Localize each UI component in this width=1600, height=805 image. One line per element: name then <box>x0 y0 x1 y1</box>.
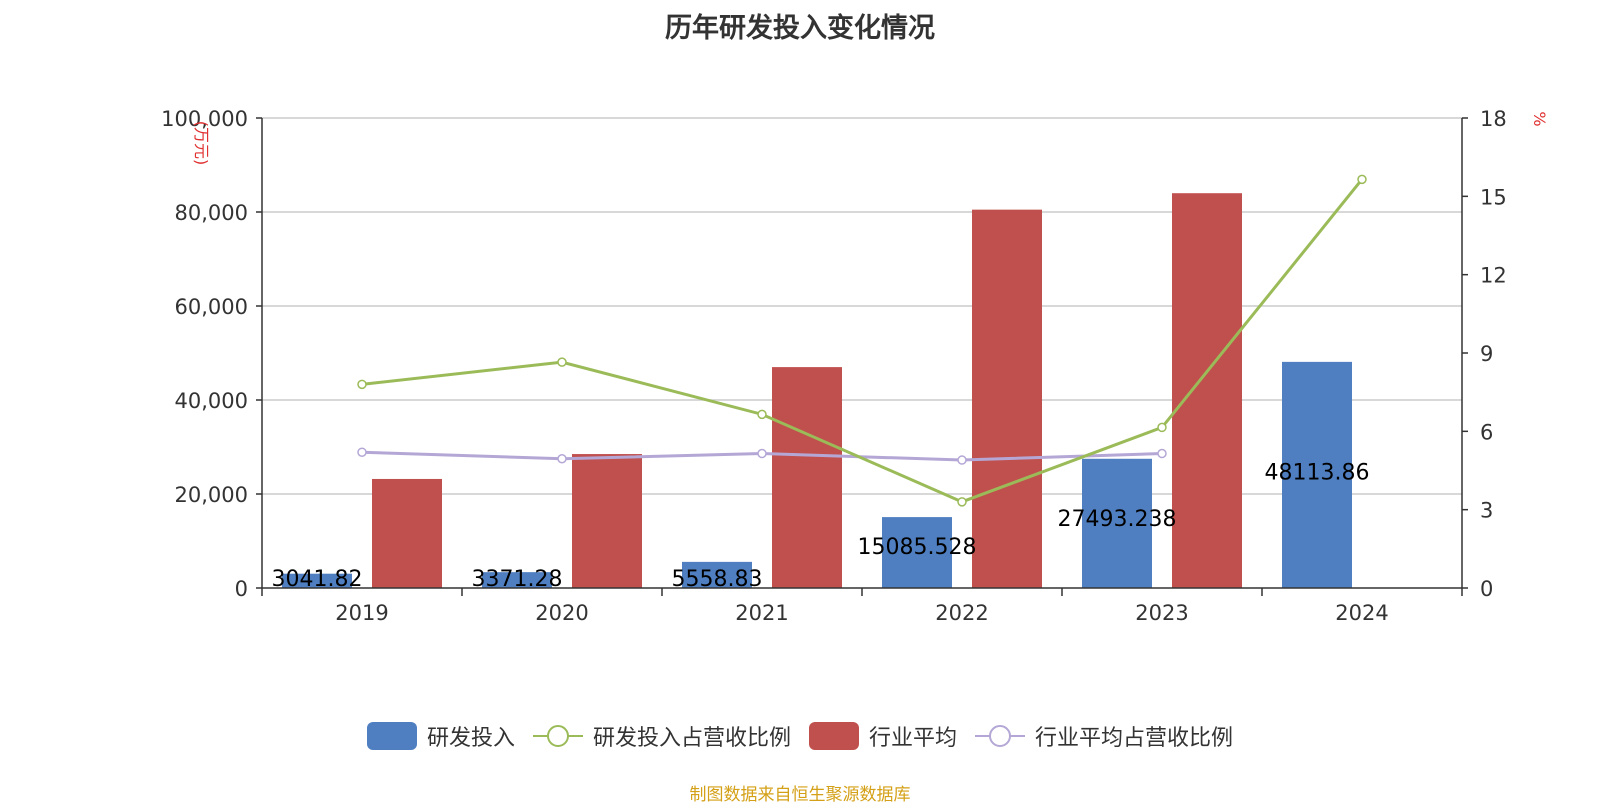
bar-rd-2020 <box>482 572 552 588</box>
bar-industry-2022 <box>972 209 1042 588</box>
rd-ratio-line <box>361 178 1364 504</box>
x-tick-label: 2022 <box>935 601 988 625</box>
y-right-tick-label: 0 <box>1480 577 1493 601</box>
industry-ratio-point <box>1157 448 1167 459</box>
y-right-tick-label: 18 <box>1480 107 1507 131</box>
legend-label-rd-ratio: 研发投入占营收比例 <box>592 726 791 751</box>
y-right-tick-label: 15 <box>1480 185 1507 209</box>
y-left-tick-label: 20,000 <box>175 483 248 507</box>
x-tick-label: 2023 <box>1135 601 1188 625</box>
x-tick-label: 2019 <box>335 601 388 625</box>
rd-ratio-point <box>1357 174 1367 185</box>
bar-rd-2024 <box>1282 361 1352 588</box>
y-left-tick-label: 0 <box>235 577 248 601</box>
y-left-tick-label: 100,000 <box>161 107 248 131</box>
industry-ratio-point <box>957 455 967 465</box>
bar-industry-2021 <box>772 367 842 588</box>
rd-ratio-point <box>557 357 567 367</box>
chart-canvas: 0 20,000 40,000 60,000 80,000 100,000 0 3 6 9 12 15… <box>161 107 1549 625</box>
y-left-unit: (万元) <box>192 121 211 166</box>
data-label-rd: 5558.83 <box>672 567 763 592</box>
data-label-rd: 27493.238 <box>1058 507 1177 532</box>
bar-rd-2022 <box>882 517 952 588</box>
data-label-rd: 15085.528 <box>858 535 977 560</box>
industry-ratio-point <box>357 447 367 457</box>
legend-item-rd-ratio[interactable]: 研发投入占营收比例 <box>532 720 791 752</box>
x-tick-label: 2024 <box>1335 601 1388 625</box>
legend-label-industry-ratio: 行业平均占营收比例 <box>1035 726 1234 751</box>
bar-rd-2023 <box>1082 458 1152 588</box>
y-right-tick-label: 6 <box>1480 420 1493 444</box>
legend-label-industry: 行业平均 <box>869 726 958 751</box>
legend-swatch-industry-ratio <box>975 725 1026 747</box>
y-left-tick-label: 60,000 <box>175 295 248 319</box>
legend-swatch-rd <box>366 722 417 750</box>
y-left-tick-label: 40,000 <box>175 389 248 413</box>
bar-industry-2019 <box>372 478 442 588</box>
bar-rd-2019 <box>282 573 352 588</box>
y-right-tick-label: 9 <box>1480 342 1493 366</box>
industry-ratio-point <box>757 448 767 459</box>
bar-rd-2021 <box>682 561 752 588</box>
legend-item-industry[interactable]: 行业平均 <box>809 720 957 752</box>
bar-industry-2020 <box>572 454 642 588</box>
y-right-tick-label: 3 <box>1480 499 1493 523</box>
industry-ratio-point <box>557 454 567 464</box>
legend-item-rd[interactable]: 研发投入 <box>366 720 515 752</box>
legend-item-industry-ratio[interactable]: 行业平均占营收比例 <box>975 720 1233 752</box>
source-note: 制图数据来自恒生聚源数据库 <box>689 785 911 805</box>
rd-ratio-point <box>957 497 967 507</box>
rd-ratio-point <box>757 409 767 420</box>
rd-ratio-point <box>357 379 367 390</box>
data-label-rd: 3041.82 <box>272 567 363 592</box>
chart-title: 历年研发投入变化情况 <box>665 13 935 44</box>
x-tick-label: 2020 <box>535 601 588 625</box>
rd-ratio-point <box>1157 422 1167 433</box>
y-left-tick-label: 80,000 <box>175 201 248 225</box>
legend-label-rd: 研发投入 <box>426 726 515 751</box>
bar-industry-2023 <box>1172 193 1242 588</box>
y-right-tick-label: 12 <box>1480 264 1507 288</box>
y-right-unit: % <box>1530 111 1549 126</box>
x-tick-label: 2021 <box>735 601 788 625</box>
legend-swatch-industry <box>809 722 859 750</box>
data-label-rd: 3371.28 <box>472 567 563 592</box>
legend: 研发投入 研发投入占营收比例 行业平均 行业平均占营收比例 <box>0 720 1600 752</box>
legend-swatch-rd-ratio <box>532 725 583 747</box>
data-label-rd: 48113.86 <box>1265 460 1370 485</box>
